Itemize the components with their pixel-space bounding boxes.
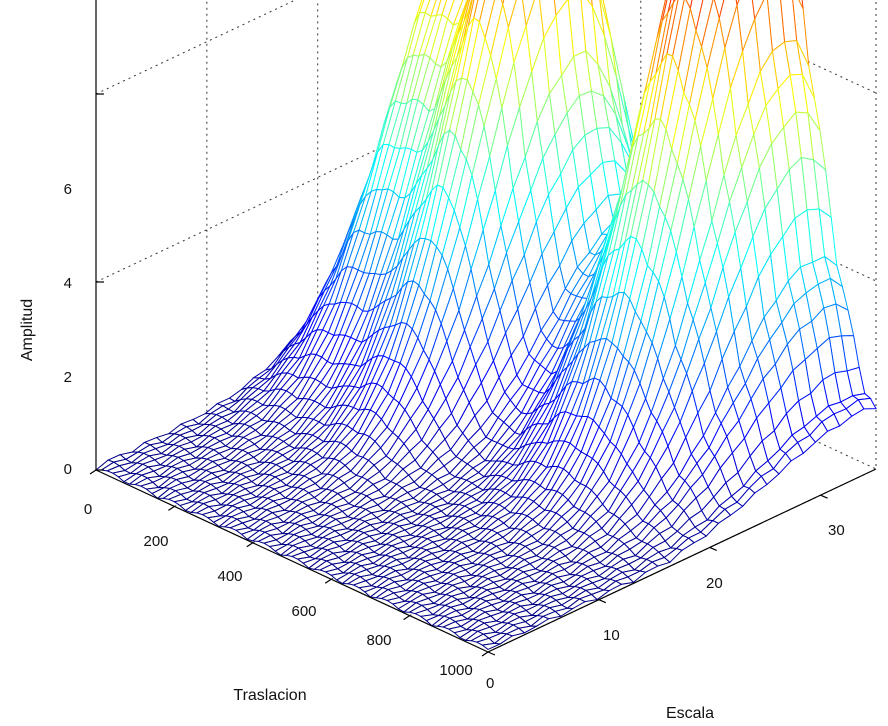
surface-mesh: [94, 0, 877, 651]
y-tick-label: 20: [706, 575, 723, 592]
surface-cell: [481, 642, 503, 651]
x-tick-label: 0: [84, 501, 92, 518]
x-tick-label: 400: [217, 568, 242, 585]
axis-line: [89, 469, 97, 475]
x-tick-label: 600: [291, 603, 316, 620]
y-tick-label: 10: [603, 627, 620, 644]
axis-line: [487, 651, 496, 656]
x-tick-labels: 0 200 400 600 800 1000: [84, 501, 473, 679]
axis-line: [820, 494, 828, 499]
axis-line: [95, 469, 489, 653]
axis-line: [598, 599, 607, 604]
axis-line: [168, 505, 175, 511]
x-tick-label: 800: [366, 632, 391, 649]
axis-line: [324, 578, 332, 584]
z-tick-label: 4: [64, 275, 72, 292]
z-tick-label: 6: [64, 181, 72, 198]
axis-line: [403, 615, 410, 621]
z-tick-label: 2: [64, 369, 72, 386]
gridline: [487, 0, 877, 653]
x-tick-label: 1000: [439, 662, 472, 679]
axes-frame: [89, 0, 877, 657]
axis-line: [481, 651, 489, 657]
axis-line: [246, 542, 254, 548]
z-tick-labels: 0 2 4 6: [64, 181, 72, 478]
y-tick-label: 0: [486, 675, 494, 692]
y-tick-label: 30: [828, 522, 845, 539]
x-tick-label: 200: [143, 533, 168, 550]
y-axis-label: Escala: [666, 705, 714, 722]
x-axis-label: Traslacion: [233, 687, 306, 704]
z-axis-label: Amplitud: [19, 299, 36, 361]
axis-line: [487, 468, 877, 653]
y-tick-labels: 0 10 20 30: [486, 522, 845, 692]
z-tick-label: 0: [64, 461, 72, 478]
axis-line: [709, 546, 717, 551]
